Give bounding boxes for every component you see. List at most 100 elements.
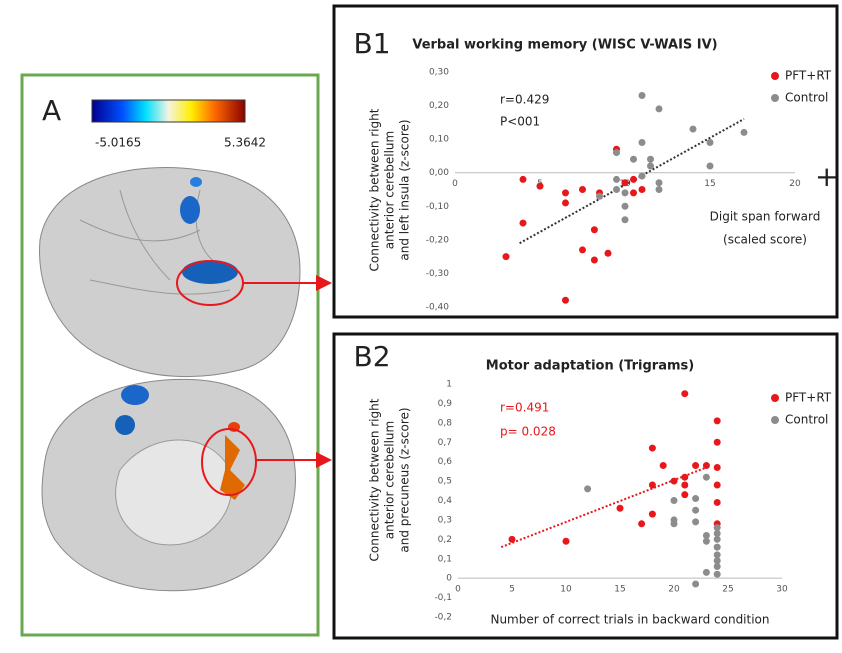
point xyxy=(649,511,656,518)
y-axis-label: and left insula (z-score) xyxy=(398,119,412,260)
point xyxy=(509,536,516,543)
y-tick-label: 0,2 xyxy=(438,535,452,545)
x-axis-label: (scaled score) xyxy=(723,233,807,247)
y-tick-label: 0,4 xyxy=(438,496,453,506)
point xyxy=(681,474,688,481)
point xyxy=(692,462,699,469)
point xyxy=(692,518,699,525)
point xyxy=(681,481,688,488)
point xyxy=(605,250,612,257)
x-axis-label: Number of correct trials in backward con… xyxy=(490,613,769,627)
annotation: r=0.429 xyxy=(500,93,549,107)
y-axis-label: and precuneus (z-score) xyxy=(398,407,412,552)
point xyxy=(741,129,748,136)
y-axis-label: anterior cerebellum xyxy=(383,131,397,249)
panel-label: B2 xyxy=(353,340,390,373)
x-tick-label: 30 xyxy=(776,585,788,595)
y-tick-label: 0,5 xyxy=(438,477,452,487)
point xyxy=(596,193,603,200)
point xyxy=(671,520,678,527)
point xyxy=(563,538,570,545)
y-tick-label: 0,00 xyxy=(429,168,449,178)
y-axis-label: Connectivity between right xyxy=(368,398,382,561)
y-tick-label: -0,30 xyxy=(426,269,450,279)
y-tick-label: 0,30 xyxy=(429,68,449,78)
legend-label: Control xyxy=(785,413,828,427)
point xyxy=(647,156,654,163)
point xyxy=(584,485,591,492)
point xyxy=(714,544,721,551)
legend-swatch xyxy=(771,72,779,80)
point xyxy=(649,481,656,488)
point xyxy=(639,139,646,146)
point xyxy=(579,186,586,193)
y-tick-label: 0,10 xyxy=(429,135,449,145)
point xyxy=(520,176,527,183)
point xyxy=(714,530,721,537)
annotation: p= 0.028 xyxy=(500,425,556,439)
point xyxy=(707,163,714,170)
point xyxy=(714,563,721,570)
point xyxy=(622,179,629,186)
x-tick-label: 20 xyxy=(668,585,680,595)
point xyxy=(681,390,688,397)
y-tick-label: 1 xyxy=(446,380,452,390)
x-axis-label: Digit span forward xyxy=(710,210,821,224)
point xyxy=(671,497,678,504)
point xyxy=(681,491,688,498)
point xyxy=(639,186,646,193)
point xyxy=(714,464,721,471)
y-tick-label: -0,1 xyxy=(434,593,452,603)
x-tick-label: 25 xyxy=(722,585,733,595)
x-tick-label: 15 xyxy=(704,179,715,189)
point xyxy=(692,507,699,514)
point xyxy=(692,495,699,502)
point xyxy=(714,481,721,488)
x-tick-label: 20 xyxy=(789,179,801,189)
point xyxy=(622,216,629,223)
brain-medial xyxy=(42,379,295,590)
colorbar xyxy=(92,100,245,122)
y-tick-label: 0,7 xyxy=(438,438,452,448)
point xyxy=(656,186,663,193)
y-tick-label: -0,20 xyxy=(426,235,450,245)
point xyxy=(562,297,569,304)
x-tick-label: 10 xyxy=(560,585,572,595)
legend-swatch xyxy=(771,394,779,402)
panel-label: B1 xyxy=(353,27,390,60)
point xyxy=(503,253,510,260)
figure: A -5.0165 5.3642 B1Verbal working memory… xyxy=(0,0,842,653)
point xyxy=(562,189,569,196)
y-tick-label: 0,3 xyxy=(438,515,452,525)
point xyxy=(703,569,710,576)
point xyxy=(630,176,637,183)
point xyxy=(622,189,629,196)
y-tick-label: -0,2 xyxy=(434,613,452,623)
y-tick-label: 0,9 xyxy=(438,399,453,409)
point xyxy=(692,580,699,587)
point xyxy=(656,105,663,112)
point xyxy=(639,92,646,99)
y-axis-label: Connectivity between right xyxy=(368,108,382,271)
point xyxy=(714,499,721,506)
chart-title: Motor adaptation (Trigrams) xyxy=(486,359,694,374)
legend-label: PFT+RT xyxy=(785,69,832,83)
y-tick-label: -0,40 xyxy=(426,303,450,313)
legend-label: Control xyxy=(785,91,828,105)
annotation: P<001 xyxy=(500,115,540,129)
y-tick-label: 0,20 xyxy=(429,101,449,111)
point xyxy=(537,183,544,190)
colorbar-min: -5.0165 xyxy=(95,136,141,150)
point xyxy=(703,462,710,469)
point xyxy=(613,149,620,156)
point xyxy=(520,220,527,227)
x-tick-label: 5 xyxy=(509,585,515,595)
annotation: r=0.491 xyxy=(500,401,549,415)
annotation: + xyxy=(815,160,838,193)
point xyxy=(630,189,637,196)
y-tick-label: -0,10 xyxy=(426,202,450,212)
colorbar-max: 5.3642 xyxy=(224,136,266,150)
point xyxy=(714,417,721,424)
point xyxy=(690,126,697,133)
point xyxy=(656,179,663,186)
